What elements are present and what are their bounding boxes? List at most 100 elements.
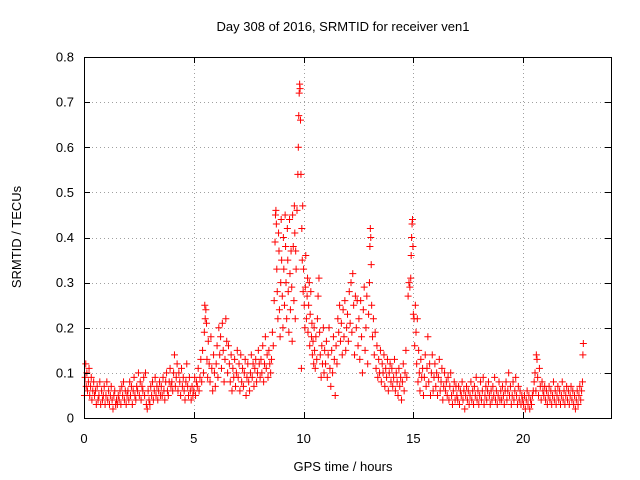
data-point: [480, 400, 488, 408]
data-point: [467, 378, 475, 386]
data-point: [217, 364, 225, 372]
data-point: [432, 382, 440, 390]
data-point: [208, 364, 216, 372]
data-point: [387, 378, 395, 386]
data-point: [415, 369, 423, 377]
data-point: [241, 355, 249, 363]
data-point: [526, 405, 534, 413]
data-point: [327, 382, 335, 390]
data-point: [240, 369, 248, 377]
data-point: [199, 346, 207, 354]
data-point: [369, 333, 377, 341]
data-point: [306, 342, 314, 350]
data-point: [254, 346, 262, 354]
data-point: [567, 382, 575, 390]
data-point: [431, 360, 439, 368]
data-point: [415, 346, 423, 354]
data-point: [499, 391, 507, 399]
data-point: [147, 382, 155, 390]
data-point: [356, 355, 364, 363]
data-point: [413, 315, 421, 323]
data-point: [411, 342, 419, 350]
data-point: [441, 369, 449, 377]
data-point: [395, 364, 403, 372]
data-point: [338, 351, 346, 359]
data-point: [345, 288, 353, 296]
data-point: [217, 333, 225, 341]
data-point: [118, 382, 126, 390]
data-point: [291, 229, 299, 237]
data-point: [424, 333, 432, 341]
data-point: [210, 369, 218, 377]
data-point: [404, 292, 412, 300]
data-point: [528, 391, 536, 399]
data-point: [130, 373, 138, 381]
data-point: [107, 382, 115, 390]
data-point: [284, 256, 292, 264]
y-tick-label: 0.3: [56, 275, 74, 290]
data-point: [308, 351, 316, 359]
data-point: [141, 391, 149, 399]
data-point: [300, 265, 308, 273]
data-point: [176, 378, 184, 386]
data-point: [509, 378, 517, 386]
data-point: [429, 387, 437, 395]
data-point: [194, 364, 202, 372]
data-point: [280, 301, 288, 309]
data-point: [397, 373, 405, 381]
data-point: [378, 360, 386, 368]
data-point: [332, 342, 340, 350]
data-point: [317, 373, 325, 381]
data-point: [268, 355, 276, 363]
data-point: [301, 324, 309, 332]
data-point: [187, 396, 195, 404]
data-point: [297, 116, 305, 124]
data-point: [306, 310, 314, 318]
x-tick-label: 20: [516, 431, 530, 446]
data-point: [417, 355, 425, 363]
data-point: [180, 387, 188, 395]
data-point: [193, 382, 201, 390]
data-point: [352, 324, 360, 332]
data-point: [292, 265, 300, 273]
data-point: [409, 243, 417, 251]
data-point: [237, 351, 245, 359]
data-point: [358, 333, 366, 341]
data-point: [484, 378, 492, 386]
data-point: [507, 400, 515, 408]
data-point: [158, 391, 166, 399]
data-point: [367, 234, 375, 241]
data-point: [504, 387, 512, 395]
data-point: [297, 364, 305, 372]
data-point: [265, 346, 273, 354]
data-point: [401, 369, 409, 377]
data-point: [371, 328, 379, 336]
data-point: [405, 279, 413, 287]
data-point: [385, 369, 393, 377]
data-point: [161, 396, 169, 404]
data-point: [211, 382, 219, 390]
data-point: [126, 378, 134, 386]
data-point: [168, 378, 176, 386]
data-point: [414, 378, 422, 386]
data-point: [298, 224, 306, 232]
data-point: [307, 288, 315, 296]
data-point: [310, 324, 318, 332]
data-point: [411, 301, 419, 309]
data-point: [156, 378, 164, 386]
data-point: [373, 342, 381, 350]
data-point: [363, 292, 371, 300]
data-point: [201, 301, 209, 309]
y-tick-label: 0.4: [56, 230, 74, 245]
x-tick-label: 0: [80, 431, 87, 446]
data-point: [502, 378, 510, 386]
data-point: [198, 378, 206, 386]
data-point: [463, 382, 471, 390]
data-point: [281, 211, 289, 219]
data-point: [421, 351, 429, 359]
data-point: [419, 391, 427, 399]
data-point: [298, 256, 306, 264]
data-point: [366, 243, 374, 251]
